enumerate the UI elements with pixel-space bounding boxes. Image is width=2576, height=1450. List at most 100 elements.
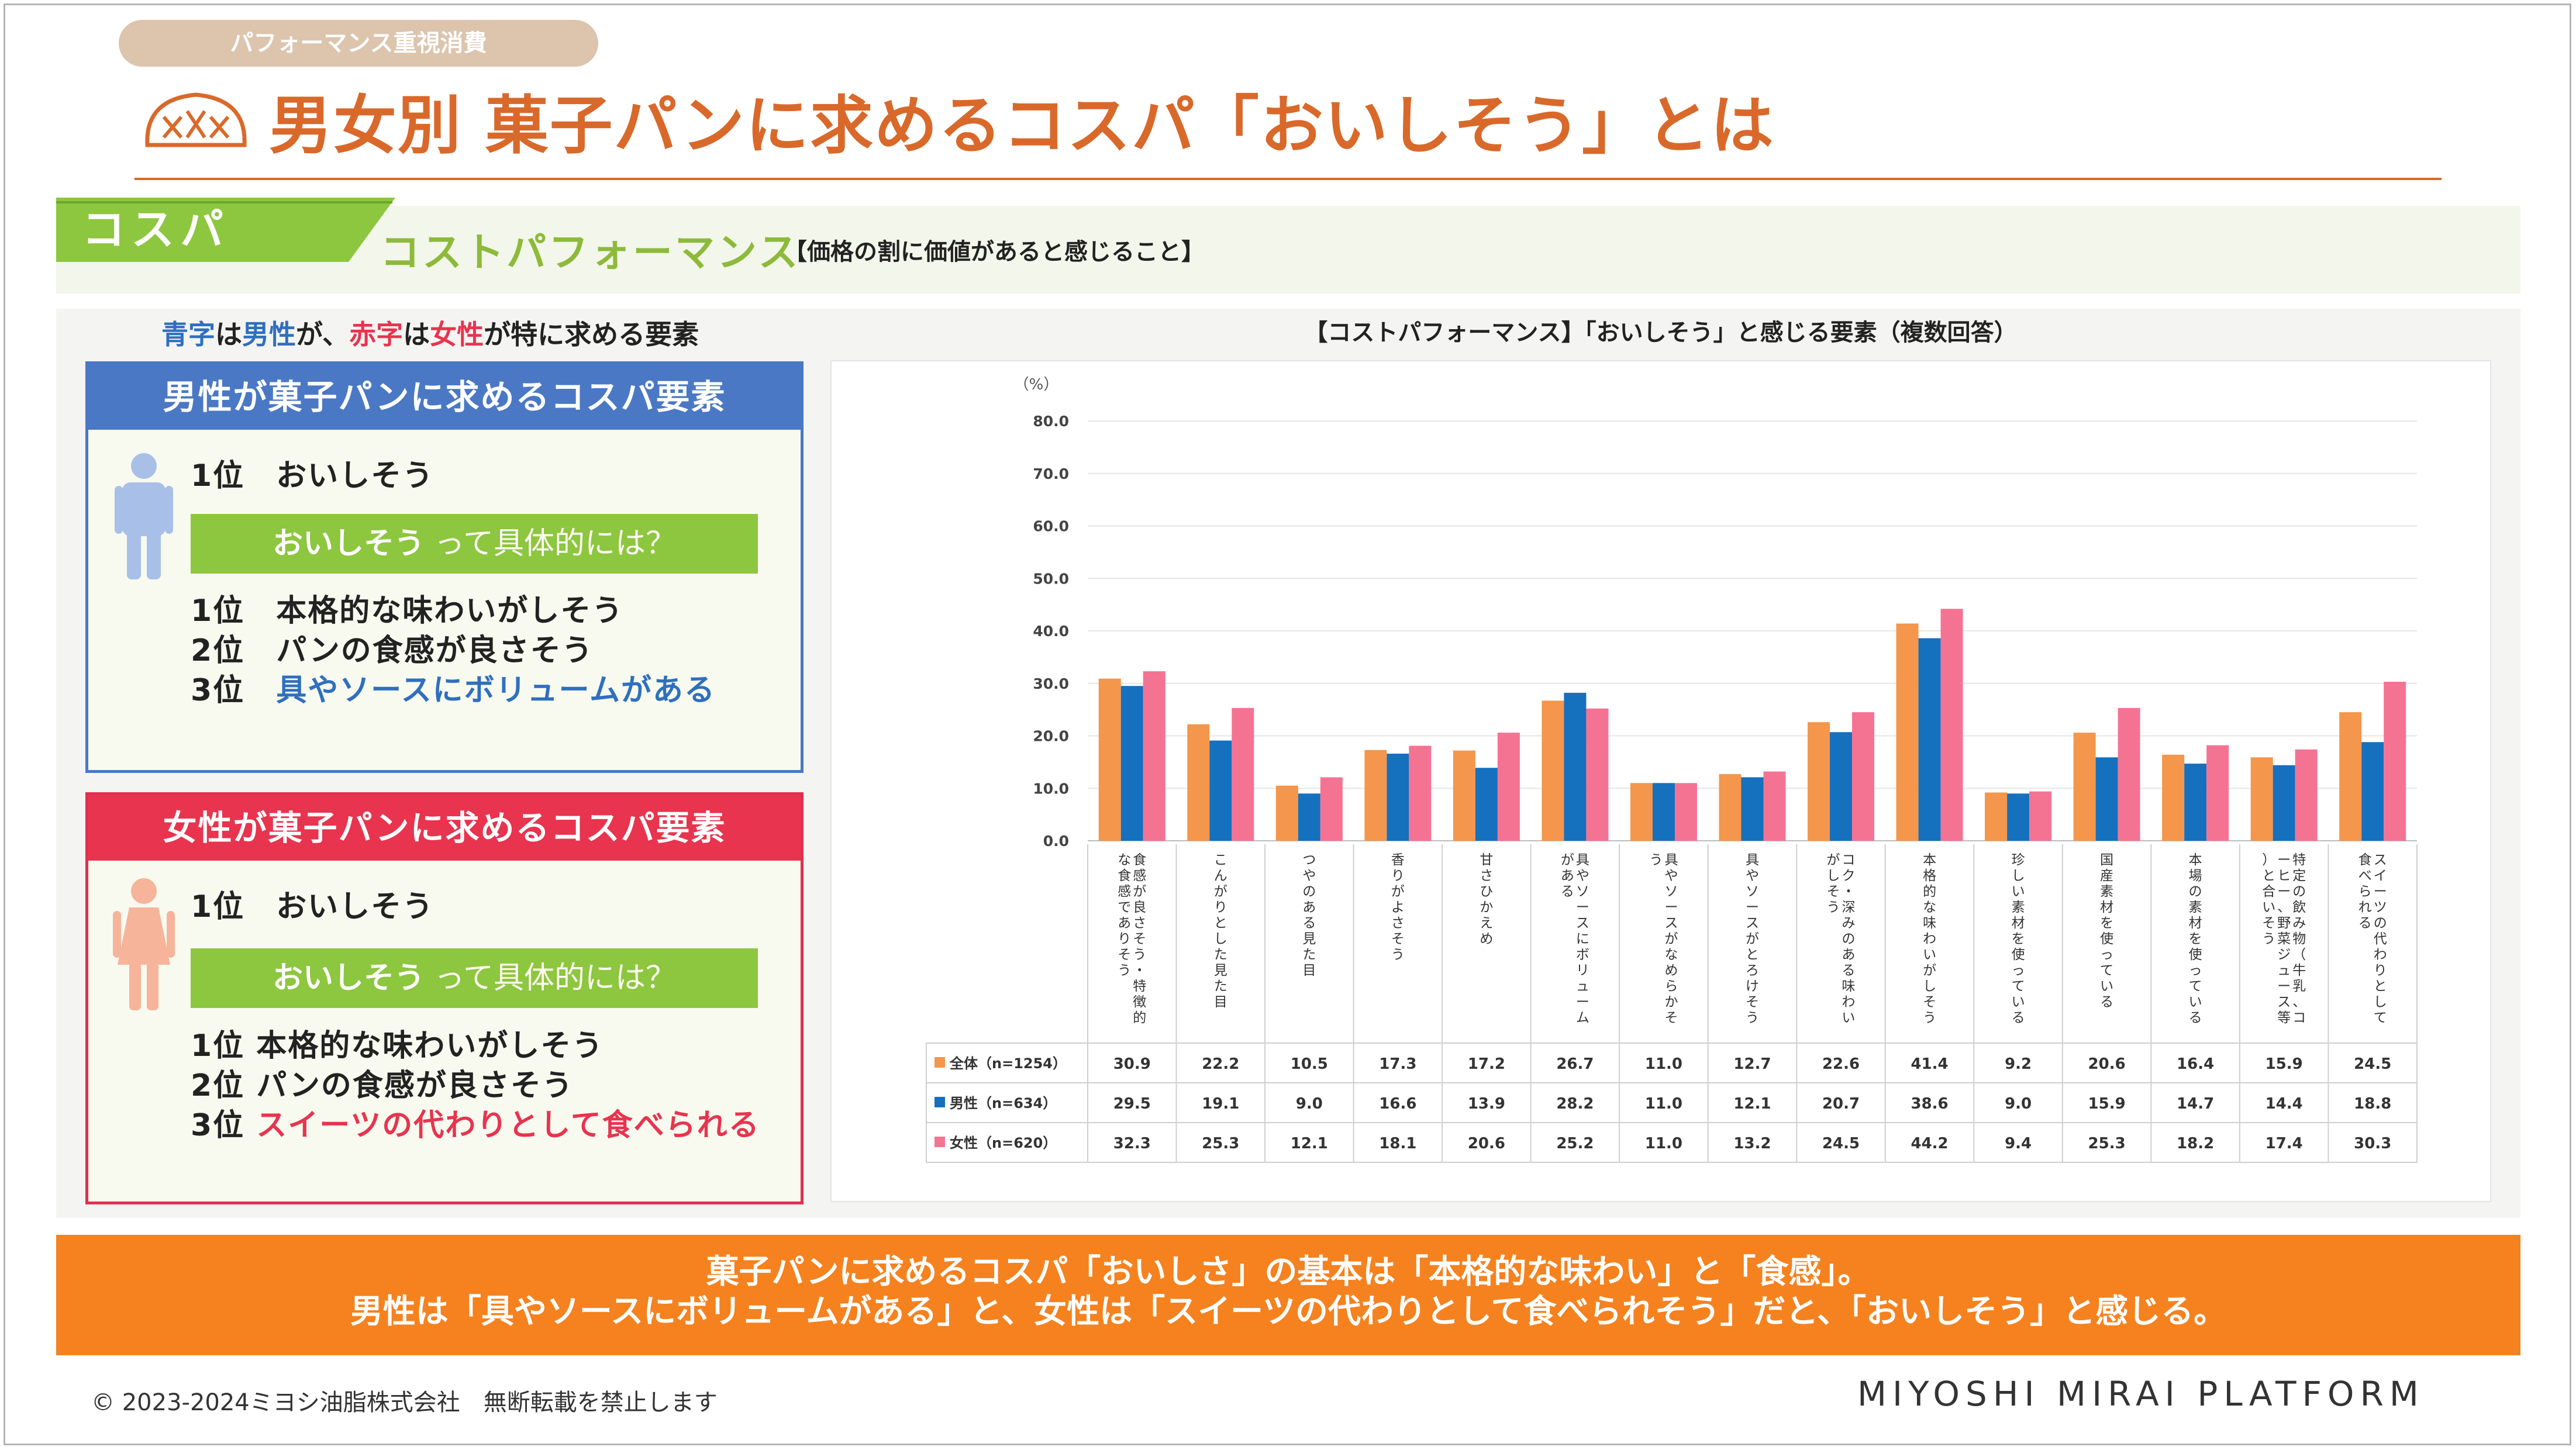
bar-female: [1940, 609, 1963, 841]
data-label: 30.3: [2354, 1135, 2391, 1152]
bar-male: [1298, 793, 1320, 841]
data-label: 9.0: [1296, 1095, 1323, 1113]
bar-all: [2339, 712, 2362, 841]
data-label: 18.8: [2354, 1095, 2391, 1113]
female-rank-list: 1位 本格的な味わいがしそう 2位 パンの食感が良さそう 3位 スイーツの代わり…: [191, 1026, 760, 1145]
bar-all: [2162, 754, 2185, 841]
data-label: 41.4: [1911, 1055, 1948, 1073]
brand-wordmark: MIYOSHI MIRAI PLATFORM: [1857, 1374, 2425, 1414]
conclusion-line-1: 菓子パンに求めるコスパ「おいしさ」の基本は「本格的な味わい」と「食感」。: [706, 1253, 1871, 1291]
bar-female: [2206, 745, 2229, 841]
data-label: 12.7: [1733, 1055, 1771, 1073]
chart-title: 【コストパフォーマンス】「おいしそう」と感じる要素（複数回答）: [1304, 319, 2018, 346]
bar-male: [2361, 742, 2384, 841]
bar-male: [1387, 754, 1409, 841]
male-question-bar: おいしそう って具体的には？: [191, 514, 758, 574]
y-tick-label: 40.0: [1033, 623, 1069, 640]
bar-all: [1098, 678, 1121, 841]
y-tick-label: 80.0: [1033, 413, 1069, 430]
data-label: 18.2: [2177, 1135, 2214, 1152]
data-label: 20.6: [1468, 1135, 1505, 1152]
data-label: 25.3: [2088, 1135, 2126, 1152]
data-label: 16.4: [2177, 1055, 2214, 1073]
data-label: 44.2: [1911, 1135, 1948, 1152]
list-item: 1位 本格的な味わいがしそう: [191, 1028, 604, 1064]
bar-chart: （%） 0.0 10.0 20.0 30.0 40.0 50.0 60.0 70.0 80.0 食感…: [926, 376, 2418, 1163]
female-person-icon: [113, 878, 175, 1010]
data-label: 22.6: [1822, 1055, 1860, 1073]
cospa-definition-band: [56, 206, 2520, 294]
data-label: 24.5: [2354, 1055, 2391, 1073]
bar-all: [2073, 733, 2096, 841]
data-label: 20.7: [1822, 1095, 1860, 1113]
cospa-tag-label: コスパ: [82, 205, 229, 255]
x-tick-label: コク・深みのある味わいがしそう: [1827, 852, 1856, 1026]
data-label: 14.7: [2177, 1095, 2214, 1113]
data-label: 22.2: [1202, 1055, 1239, 1073]
x-tick-label: 本格的な味わいがしそう: [1923, 852, 1936, 1026]
data-label: 32.3: [1113, 1135, 1151, 1152]
y-tick-label: 0.0: [1043, 833, 1069, 850]
x-tick-label: 具やソースにボリュームがある: [1561, 852, 1589, 1026]
data-label: 9.4: [2005, 1135, 2032, 1152]
list-item: 3位 スイーツの代わりとして食べられる: [191, 1108, 760, 1143]
list-item: 3位 具やソースにボリュームがある: [191, 673, 716, 708]
data-label: 11.0: [1645, 1135, 1682, 1152]
bar-female: [2384, 682, 2406, 841]
data-label: 9.0: [2005, 1095, 2032, 1113]
list-item: 1位 本格的な味わいがしそう: [191, 593, 624, 629]
conclusion-line-2: 男性は「具やソースにボリュームがある」と、女性は「スイーツの代わりとして食べられ…: [350, 1293, 2227, 1331]
data-label: 24.5: [1822, 1135, 1860, 1152]
female-panel-title: 女性が菓子パンに求めるコスパ要素: [88, 795, 801, 861]
question-keyword: おいしそう: [273, 961, 425, 996]
x-tick-label: 香りがよさそう: [1391, 852, 1405, 962]
category-pill: パフォーマンス重視消費: [119, 20, 598, 67]
y-tick-label: 50.0: [1033, 570, 1069, 587]
question-rest: って具体的には？: [425, 526, 676, 561]
bar-all: [1275, 785, 1298, 841]
bar-female: [1409, 745, 1432, 841]
question-keyword: おいしそう: [273, 526, 425, 561]
legend-text: が、: [296, 319, 350, 350]
bar-male: [1209, 740, 1232, 841]
data-label: 13.2: [1733, 1135, 1771, 1152]
legend-swatch: [934, 1057, 945, 1068]
bar-female: [2118, 707, 2140, 841]
data-label: 15.9: [2088, 1095, 2126, 1113]
legend-text: が特に求める要素: [484, 319, 699, 350]
data-label: 12.1: [1291, 1135, 1328, 1152]
bar-female: [1674, 783, 1697, 841]
color-legend-note: 青字は男性が、赤字は女性が特に求める要素: [161, 313, 699, 352]
data-label: 17.4: [2265, 1135, 2303, 1152]
list-item: 2位 パンの食感が良さそう: [191, 633, 594, 668]
bar-all: [1896, 623, 1919, 841]
data-label: 17.3: [1379, 1055, 1416, 1073]
bar-male: [2272, 765, 2295, 841]
data-label: 38.6: [1911, 1095, 1948, 1113]
y-tick-label: 60.0: [1033, 518, 1069, 535]
data-label: 11.0: [1645, 1095, 1682, 1113]
bar-male: [1564, 692, 1587, 841]
data-label: 26.7: [1556, 1055, 1594, 1073]
data-label: 11.0: [1645, 1055, 1682, 1073]
legend-swatch: [934, 1137, 945, 1147]
conclusion-band: 菓子パンに求めるコスパ「おいしさ」の基本は「本格的な味わい」と「食感」。 男性は…: [56, 1235, 2520, 1355]
x-tick-label: 食感が良さそう・特徴的な食感でありそう: [1118, 852, 1146, 1026]
female-overall-rank1: 1位 おいしそう: [191, 889, 434, 924]
bar-male: [1475, 768, 1498, 841]
data-label: 9.2: [2005, 1055, 2032, 1073]
list-item: 2位 パンの食感が良さそう: [191, 1068, 574, 1103]
x-tick-label: スイーツの代わりとして食べられる: [2358, 852, 2387, 1026]
bar-female: [1586, 708, 1609, 841]
cospa-definition-note: 【価格の割に価値があると感じること】: [784, 239, 1205, 265]
legend-entry: 全体（n=1254）: [949, 1055, 1067, 1072]
bar-female: [1232, 707, 1254, 841]
bar-male: [1741, 777, 1764, 841]
y-tick-label: 20.0: [1033, 728, 1069, 745]
bar-female: [2029, 791, 2052, 841]
x-tick-label: 甘さひかえめ: [1480, 852, 1493, 947]
legend-blue-word: 青字: [161, 319, 215, 350]
copyright-text: © 2023-2024ミヨシ油脂株式会社 無断転載を禁止します: [91, 1389, 718, 1416]
data-label: 10.5: [1291, 1055, 1328, 1073]
bar-all: [1542, 700, 1564, 841]
